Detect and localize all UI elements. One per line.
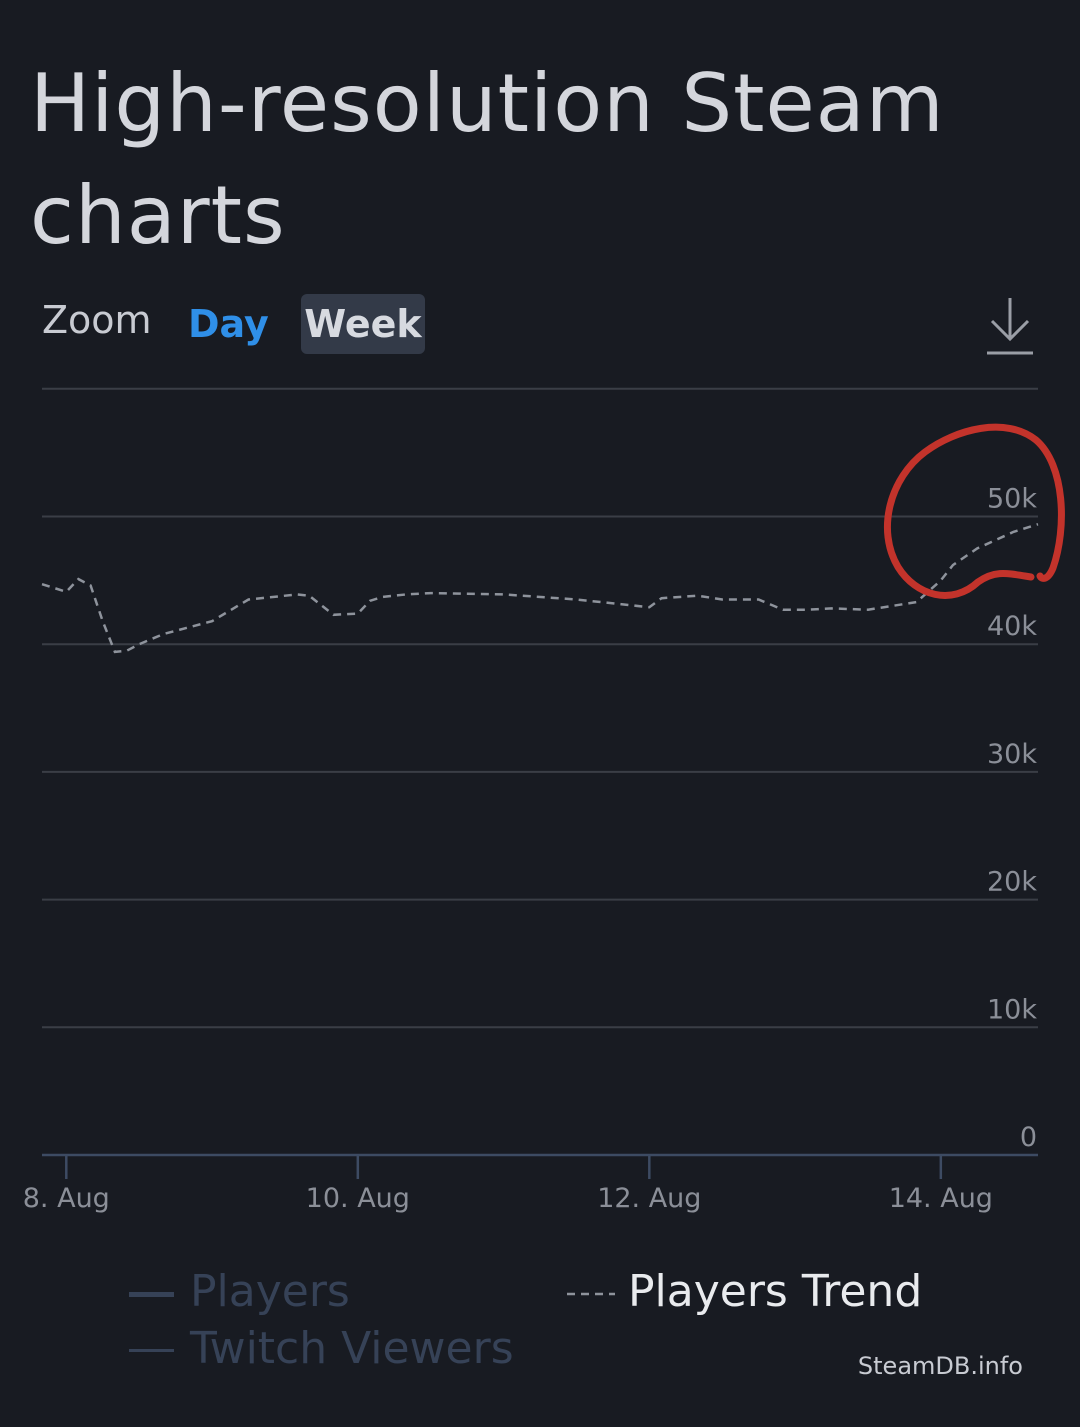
- y-tick-label: 10k: [987, 994, 1037, 1025]
- players-chart: 0 10k 20k 30k 40k 50k 8. Aug 10. Aug 12. Aug 14.…: [23, 387, 1065, 1214]
- zoom-label: Zoom: [42, 298, 152, 342]
- legend-item-players[interactable]: Players: [190, 1266, 350, 1317]
- legend-trend-label: Players Trend: [628, 1266, 923, 1317]
- y-tick-label: 20k: [987, 867, 1037, 898]
- legend-twitch-swatch: [129, 1349, 174, 1352]
- legend-trend-swatch: [567, 1292, 615, 1296]
- x-tick-label: 14. Aug: [889, 1183, 993, 1214]
- x-tick-label: 10. Aug: [306, 1183, 410, 1214]
- x-tick-label: 12. Aug: [597, 1183, 701, 1214]
- legend-players-label: Players: [190, 1266, 350, 1317]
- zoom-week-button[interactable]: Week: [301, 294, 425, 354]
- page-title: High-resolution Steam charts: [30, 57, 945, 262]
- players-trend-line: [41, 523, 1039, 654]
- x-tick-label: 8. Aug: [23, 1183, 110, 1214]
- legend-item-players-trend[interactable]: Players Trend: [628, 1266, 922, 1317]
- y-tick-label: 50k: [987, 484, 1037, 515]
- legend-item-twitch-viewers[interactable]: Twitch Viewers: [190, 1323, 514, 1374]
- zoom-day-button[interactable]: Day: [188, 302, 269, 346]
- download-icon[interactable]: [982, 296, 1038, 358]
- steamdb-credit[interactable]: SteamDB.info: [857, 1352, 1023, 1380]
- red-circle-annotation: [883, 423, 1065, 599]
- legend-twitch-label: Twitch Viewers: [190, 1323, 514, 1374]
- y-tick-label: 0: [1020, 1122, 1037, 1153]
- y-tick-label: 30k: [987, 739, 1037, 770]
- legend-players-swatch: [129, 1292, 174, 1297]
- y-tick-label: 40k: [987, 611, 1037, 642]
